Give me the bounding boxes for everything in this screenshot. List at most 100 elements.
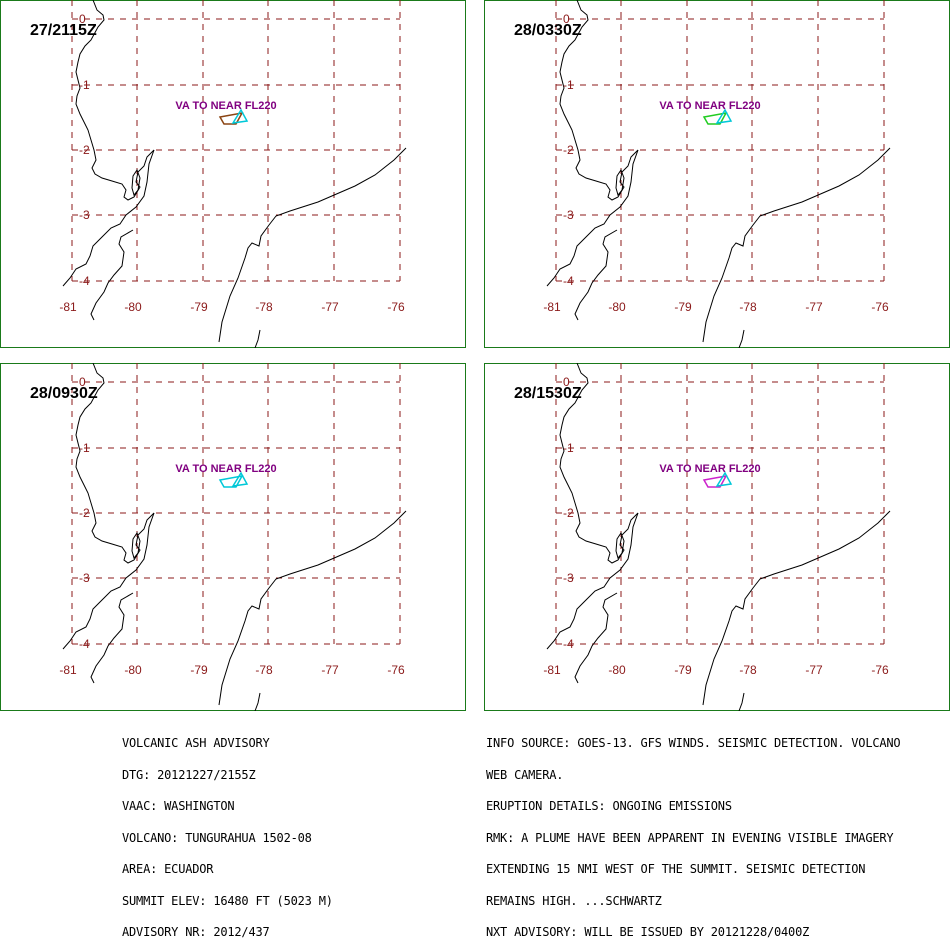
map-canvas: 0 -1 -2 -3 -4-81 -80 -79 -78 -77 -76 28/0330Z VA TO…: [484, 0, 950, 348]
advisory-text-left: VOLCANIC ASH ADVISORY DTG: 20121227/2155…: [122, 717, 333, 948]
ash-altitude-label: VA TO NEAR FL220: [659, 463, 760, 475]
latitude-tick-label: -4: [79, 637, 90, 651]
ash-plume-polygon: [702, 474, 728, 488]
longitude-tick-label: -79: [190, 663, 208, 677]
map-canvas: 0 -1 -2 -3 -4-81 -80 -79 -78 -77 -76 28/1530Z VA TO…: [484, 363, 950, 711]
latitude-tick-label: 0: [563, 375, 570, 389]
map-canvas: 0 -1 -2 -3 -4-81 -80 -79 -78 -77 -76 27/2115Z VA TO…: [0, 0, 466, 348]
map-panel-3: 0 -1 -2 -3 -4 -81 -80 -79 -78 -77 -76 28/0930Z VA TO…: [0, 363, 482, 711]
latitude-tick-label: -1: [563, 441, 574, 455]
latitude-tick-label: -1: [79, 78, 90, 92]
coastline: [62, 512, 155, 650]
coastline: [574, 229, 618, 321]
longitude-tick-label: -79: [674, 300, 692, 314]
coastline: [75, 363, 155, 564]
ash-plume-polygon: [218, 111, 244, 125]
map-frame: [0, 363, 466, 711]
longitude-tick-label: -78: [739, 663, 757, 677]
country-border: [702, 147, 891, 343]
advisory-line: NXT ADVISORY: WILL BE ISSUED BY 20121228…: [486, 925, 810, 939]
coastline: [559, 363, 639, 564]
coastline: [574, 592, 618, 684]
coastline: [90, 592, 134, 684]
longitude-tick-label: -77: [321, 300, 339, 314]
valid-time-label: 28/0330Z: [514, 22, 582, 39]
coastline: [546, 149, 639, 287]
latitude-tick-label: -3: [79, 208, 90, 222]
country-border: [254, 692, 261, 711]
longitude-tick-label: -76: [387, 300, 405, 314]
latitude-tick-label: -4: [79, 274, 90, 288]
latitude-tick-label: -2: [79, 143, 90, 157]
longitude-tick-label: -76: [871, 300, 889, 314]
longitude-tick-label: -81: [543, 663, 561, 677]
country-border: [254, 329, 261, 348]
longitude-tick-label: -77: [321, 663, 339, 677]
country-border: [218, 510, 407, 706]
island-outline: [131, 168, 141, 197]
advisory-line: ERUPTION DETAILS: ONGOING EMISSIONS: [486, 799, 732, 813]
latitude-tick-label: -2: [563, 143, 574, 157]
advisory-line: AREA: ECUADOR: [122, 862, 214, 876]
ash-altitude-label: VA TO NEAR FL220: [659, 100, 760, 112]
ash-plume-polygon: [702, 111, 728, 125]
latitude-tick-label: -4: [563, 274, 574, 288]
advisory-line: VAAC: WASHINGTON: [122, 799, 235, 813]
advisory-line: VOLCANO: TUNGURAHUA 1502-08: [122, 830, 312, 845]
longitude-tick-label: -79: [674, 663, 692, 677]
longitude-tick-label: -76: [871, 663, 889, 677]
advisory-line: ADVISORY NR: 2012/437: [122, 925, 270, 939]
map-panel-2: 0 -1 -2 -3 -4 -81 -80 -79 -78 -77 -76 28/0330Z VA TO…: [484, 0, 950, 348]
latitude-tick-label: 0: [79, 375, 86, 389]
latitude-tick-label: 0: [563, 12, 570, 26]
advisory-line: INFO SOURCE: GOES-13. GFS WINDS. SEISMIC…: [486, 736, 901, 750]
longitude-tick-label: -78: [255, 300, 273, 314]
island-outline: [615, 531, 625, 560]
advisory-text-right: INFO SOURCE: GOES-13. GFS WINDS. SEISMIC…: [486, 717, 901, 948]
country-border: [738, 329, 745, 348]
longitude-tick-label: -77: [805, 300, 823, 314]
country-border: [702, 510, 891, 706]
longitude-tick-label: -81: [59, 663, 77, 677]
summit-marker: [715, 471, 733, 487]
longitude-tick-label: -80: [124, 300, 142, 314]
coastline: [75, 0, 155, 201]
map-panel-4: 0 -1 -2 -3 -4 -81 -80 -79 -78 -77 -76 28/1530Z VA TO…: [484, 363, 950, 711]
longitude-tick-label: -76: [387, 663, 405, 677]
longitude-tick-label: -79: [190, 300, 208, 314]
map-panel-1: 0 -1 -2 -3 -4 -81 -80 -79 -78 -77 -76 27/2115Z VA TO…: [0, 0, 482, 348]
longitude-tick-label: -78: [739, 300, 757, 314]
latitude-tick-label: -3: [79, 571, 90, 585]
advisory-line: SUMMIT ELEV: 16480 FT (5023 M): [122, 893, 333, 908]
map-canvas: 0 -1 -2 -3 -4-81 -80 -79 -78 -77 -76 28/0930Z VA TO…: [0, 363, 466, 711]
latitude-tick-label: -1: [563, 78, 574, 92]
ash-altitude-label: VA TO NEAR FL220: [175, 100, 276, 112]
coastline: [546, 512, 639, 650]
advisory-line: REMAINS HIGH. ...SCHWARTZ: [486, 893, 662, 908]
map-frame: [0, 0, 466, 348]
country-border: [738, 692, 745, 711]
summit-marker: [231, 108, 249, 124]
map-frame: [484, 363, 950, 711]
longitude-tick-label: -78: [255, 663, 273, 677]
latitude-tick-label: 0: [79, 12, 86, 26]
advisory-line: EXTENDING 15 NMI WEST OF THE SUMMIT. SEI…: [486, 862, 866, 876]
latitude-tick-label: -3: [563, 571, 574, 585]
map-frame: [484, 0, 950, 348]
longitude-tick-label: -81: [543, 300, 561, 314]
coastline: [90, 229, 134, 321]
latitude-tick-label: -1: [79, 441, 90, 455]
longitude-tick-label: -77: [805, 663, 823, 677]
advisory-line: DTG: 20121227/2155Z: [122, 767, 256, 782]
longitude-tick-label: -81: [59, 300, 77, 314]
summit-marker: [231, 471, 249, 487]
latitude-tick-label: -4: [563, 637, 574, 651]
advisory-line: RMK: A PLUME HAVE BEEN APPARENT IN EVENI…: [486, 830, 894, 845]
advisory-line: VOLCANIC ASH ADVISORY: [122, 736, 270, 750]
latitude-tick-label: -2: [79, 506, 90, 520]
country-border: [218, 147, 407, 343]
valid-time-label: 28/1530Z: [514, 385, 582, 402]
summit-marker: [715, 108, 733, 124]
latitude-tick-label: -3: [563, 208, 574, 222]
island-outline: [131, 531, 141, 560]
